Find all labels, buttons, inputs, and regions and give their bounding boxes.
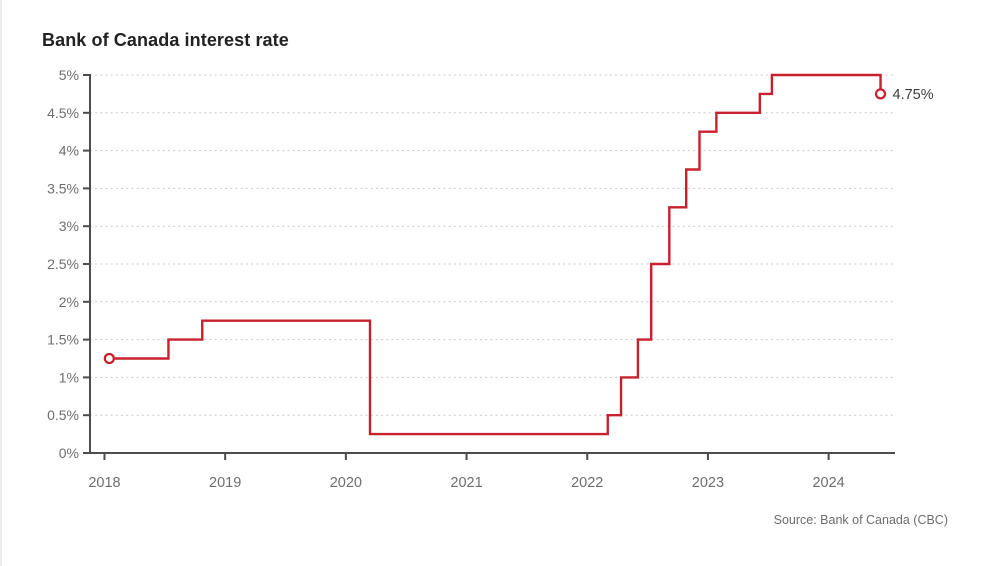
x-tick-label: 2024 <box>812 475 844 491</box>
end-marker-circle <box>874 88 887 100</box>
y-tick-label: 4% <box>59 143 79 159</box>
source-attribution: Source: Bank of Canada (CBC) <box>773 513 948 527</box>
y-tick-label: 5% <box>59 67 79 83</box>
y-tick-label: 3.5% <box>47 180 79 196</box>
end-value-label: 4.75% <box>893 87 934 103</box>
y-tick-label: 4.5% <box>47 105 79 121</box>
x-tick-label: 2018 <box>88 475 120 491</box>
y-tick-label: 0.5% <box>47 407 79 423</box>
y-tick-label: 3% <box>59 218 79 234</box>
y-tick-label: 0% <box>59 445 79 461</box>
rate-step-line <box>109 73 882 436</box>
x-tick-label: 2020 <box>330 475 362 491</box>
x-tick-label: 2019 <box>209 475 241 491</box>
x-tick-label: 2022 <box>571 475 603 491</box>
y-tick-label: 1.5% <box>47 332 79 348</box>
chart-title: Bank of Canada interest rate <box>42 30 289 50</box>
start-marker-circle <box>103 352 115 365</box>
y-tick-label: 2% <box>59 294 79 310</box>
x-tick-label: 2023 <box>692 475 724 491</box>
y-tick-label: 2.5% <box>47 256 79 272</box>
y-tick-label: 1% <box>59 369 79 385</box>
x-tick-label: 2021 <box>450 475 482 491</box>
